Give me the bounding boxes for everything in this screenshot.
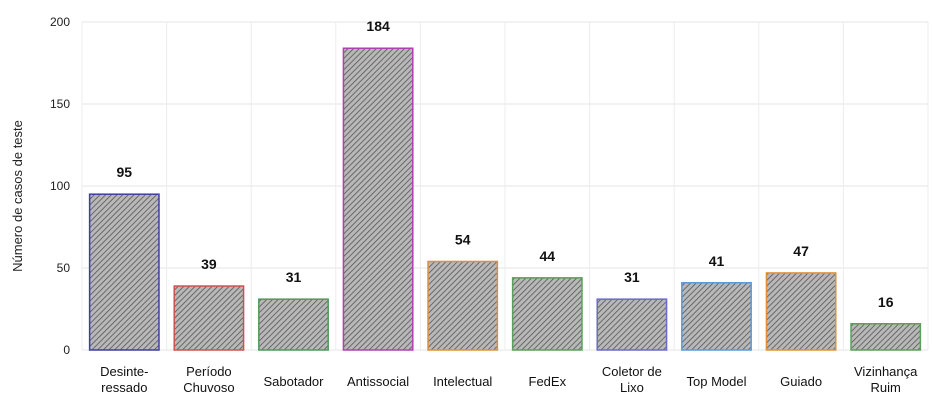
value-label-1: 39	[201, 256, 217, 272]
value-label-3: 184	[366, 18, 390, 34]
y-axis-ticks: 0 50 100 150 200	[50, 15, 70, 357]
bar-4	[427, 260, 499, 351]
y-tick-label-0: 0	[63, 343, 70, 357]
category-label-1: Período Chuvoso	[183, 364, 234, 395]
category-label-4: Intelectual	[433, 374, 492, 389]
category-label-6: Coletor de Lixo	[602, 364, 662, 395]
bar-0	[88, 193, 160, 351]
y-tick-label-4: 200	[50, 15, 70, 29]
value-label-6: 31	[624, 269, 640, 285]
value-label-8: 47	[793, 243, 809, 259]
bar-1	[173, 285, 245, 351]
bar-5	[511, 277, 583, 351]
bars	[88, 47, 922, 351]
category-label-5: FedEx	[529, 374, 567, 389]
bar-2	[258, 298, 329, 351]
value-label-9: 16	[878, 294, 894, 310]
value-labels: 95 39 31 184 54 44 31 41 47 16	[117, 18, 894, 310]
bar-9	[850, 323, 922, 351]
value-label-0: 95	[117, 164, 133, 180]
value-label-4: 54	[455, 231, 471, 247]
y-axis-title: Número de casos de teste	[10, 120, 25, 272]
category-label-2: Sabotador	[264, 374, 325, 389]
bar-8	[765, 272, 837, 351]
bar-6	[596, 298, 668, 351]
category-label-0: Desinte-ressado	[100, 364, 148, 395]
value-label-5: 44	[540, 248, 556, 264]
category-labels: Desinte-ressado Período Chuvoso Sabotador An…	[100, 364, 918, 395]
category-label-7: Top Model	[687, 374, 747, 389]
value-label-7: 41	[709, 253, 725, 269]
category-label-8: Guiado	[780, 374, 822, 389]
category-label-9: Vizinhança Ruim	[854, 364, 918, 395]
bar-3	[342, 47, 414, 351]
value-label-2: 31	[286, 269, 302, 285]
category-label-3: Antissocial	[347, 374, 409, 389]
y-tick-label-2: 100	[50, 179, 70, 193]
bar-7	[681, 282, 752, 351]
y-tick-label-3: 150	[50, 97, 70, 111]
grid-lines	[81, 21, 929, 351]
y-tick-label-1: 50	[57, 261, 71, 275]
